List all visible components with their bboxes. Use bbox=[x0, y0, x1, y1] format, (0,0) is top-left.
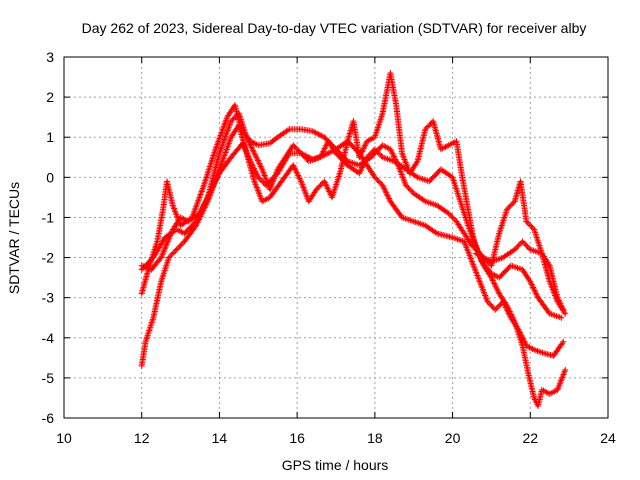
y-tick-label: -5 bbox=[42, 370, 55, 386]
data-point-trace-3-24 bbox=[379, 182, 386, 189]
tick-marks bbox=[63, 56, 609, 419]
data-point-trace-4-25 bbox=[371, 146, 378, 153]
series-markers-trace-4 bbox=[139, 111, 568, 408]
x-tick-labels: 10 12 14 16 18 20 22 24 bbox=[56, 430, 616, 446]
y-tick-label: 1 bbox=[46, 129, 54, 145]
series-markers-trace-1 bbox=[139, 103, 566, 312]
data-series bbox=[138, 70, 569, 409]
data-point-trace-4-24 bbox=[364, 154, 371, 161]
series-trace-5 bbox=[472, 178, 569, 317]
x-axis-label: GPS time / hours bbox=[282, 457, 389, 473]
y-tick-label: -3 bbox=[42, 290, 55, 306]
y-tick-labels: -6 -5 -4 -3 -2 -1 0 1 2 3 bbox=[42, 49, 55, 426]
plot-frame bbox=[63, 56, 609, 419]
series-markers-trace-5 bbox=[474, 179, 568, 316]
x-tick-label: 22 bbox=[522, 430, 538, 446]
x-tick-label: 20 bbox=[445, 430, 461, 446]
y-tick-label: 2 bbox=[46, 89, 54, 105]
data-point-trace-3-35 bbox=[492, 306, 499, 313]
x-tick-label: 10 bbox=[56, 430, 72, 446]
series-trace-2 bbox=[138, 70, 565, 369]
data-point-trace-2-5 bbox=[173, 246, 180, 253]
x-tick-label: 24 bbox=[600, 430, 616, 446]
data-point-trace-3-12 bbox=[255, 174, 262, 181]
y-tick-label: 3 bbox=[46, 49, 54, 65]
y-tick-label: -1 bbox=[42, 209, 55, 225]
data-point-trace-4-17 bbox=[298, 150, 305, 157]
y-tick-label: -4 bbox=[42, 330, 55, 346]
y-tick-label: 0 bbox=[46, 169, 54, 185]
chart-title: Day 262 of 2023, Sidereal Day-to-day VTE… bbox=[82, 20, 587, 36]
y-tick-label: -2 bbox=[42, 250, 55, 266]
data-point-trace-4-11 bbox=[251, 150, 258, 157]
data-point-trace-2-21 bbox=[321, 178, 328, 185]
x-tick-label: 12 bbox=[134, 430, 150, 446]
x-tick-label: 18 bbox=[367, 430, 383, 446]
x-tick-label: 14 bbox=[212, 430, 228, 446]
data-point-trace-1-40 bbox=[519, 238, 526, 245]
y-tick-label: -6 bbox=[42, 410, 55, 426]
series-trace-4 bbox=[138, 110, 569, 409]
y-axis-label: SDTVAR / TECUs bbox=[6, 182, 22, 294]
x-tick-label: 16 bbox=[289, 430, 305, 446]
